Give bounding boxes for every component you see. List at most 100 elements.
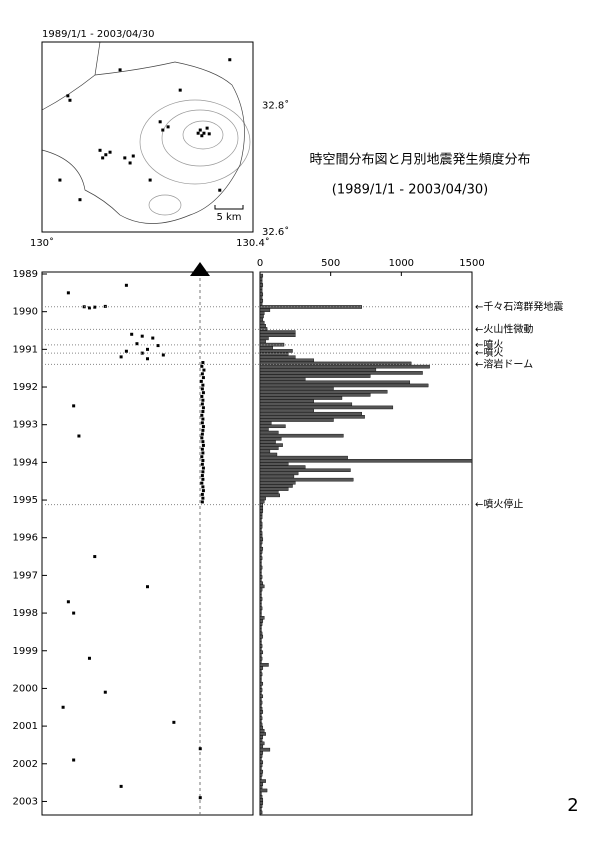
event bbox=[72, 404, 76, 408]
bar bbox=[259, 628, 262, 633]
bar bbox=[259, 659, 262, 664]
bar bbox=[259, 594, 262, 598]
x-tick-label: 130˚ bbox=[30, 237, 54, 249]
event bbox=[200, 447, 204, 451]
bar bbox=[259, 587, 263, 592]
bar bbox=[259, 725, 264, 730]
bar bbox=[259, 572, 262, 576]
bar bbox=[259, 782, 264, 786]
event bbox=[201, 477, 205, 481]
annotation: ←千々石湾群発地震 bbox=[475, 300, 563, 313]
bar bbox=[259, 317, 264, 322]
event bbox=[200, 500, 204, 504]
bar bbox=[259, 377, 306, 381]
epicenter bbox=[101, 156, 105, 160]
bar bbox=[259, 437, 282, 441]
bar bbox=[259, 606, 263, 611]
event bbox=[201, 451, 205, 455]
x-tick-label: 1500 bbox=[459, 258, 484, 269]
bar bbox=[259, 779, 266, 783]
bar bbox=[259, 703, 262, 708]
event bbox=[156, 344, 160, 348]
bar bbox=[259, 330, 296, 334]
bar bbox=[259, 311, 265, 316]
epicenter bbox=[78, 198, 82, 202]
map-date-range: 1989/1/1 - 2003/04/30 bbox=[42, 29, 155, 40]
bar bbox=[259, 496, 266, 501]
event bbox=[200, 394, 204, 398]
bar bbox=[259, 747, 271, 752]
event bbox=[172, 720, 176, 724]
bar bbox=[259, 493, 280, 498]
bar bbox=[259, 515, 263, 520]
bar bbox=[259, 537, 264, 542]
bar bbox=[259, 568, 262, 573]
bar bbox=[259, 788, 268, 793]
bar bbox=[259, 305, 362, 309]
bar bbox=[259, 581, 264, 586]
bar bbox=[259, 396, 343, 400]
event bbox=[119, 784, 123, 788]
year-label: 2001 bbox=[13, 721, 38, 732]
bar bbox=[259, 763, 263, 768]
bar bbox=[259, 521, 263, 526]
bar bbox=[259, 320, 265, 325]
bar bbox=[259, 697, 262, 702]
bar bbox=[259, 411, 362, 416]
bar bbox=[259, 716, 263, 721]
annotation: ←溶岩ドーム bbox=[475, 357, 533, 370]
bar bbox=[259, 487, 289, 491]
bar bbox=[259, 405, 394, 410]
bar bbox=[259, 553, 262, 557]
epicenter bbox=[118, 68, 122, 72]
event bbox=[140, 334, 144, 338]
epicenter bbox=[158, 120, 162, 124]
scale-bar bbox=[214, 205, 244, 210]
event bbox=[93, 555, 97, 559]
bar bbox=[259, 364, 430, 369]
epicenter bbox=[198, 128, 202, 132]
epicenter bbox=[205, 126, 209, 130]
year-label: 1994 bbox=[13, 457, 38, 468]
event bbox=[61, 705, 65, 709]
summit-marker bbox=[190, 262, 210, 276]
epicenter bbox=[228, 58, 232, 62]
bar bbox=[259, 565, 263, 570]
bar bbox=[259, 430, 279, 435]
bar bbox=[259, 644, 263, 648]
bar bbox=[259, 622, 263, 626]
epicenter bbox=[200, 134, 204, 138]
bar bbox=[259, 760, 264, 764]
bar bbox=[259, 289, 263, 294]
bar bbox=[259, 772, 263, 777]
event bbox=[201, 376, 205, 380]
event bbox=[66, 600, 70, 604]
bar bbox=[259, 465, 306, 469]
epicenter bbox=[148, 178, 152, 182]
year-label: 1992 bbox=[13, 382, 38, 393]
year-label: 1999 bbox=[13, 646, 38, 657]
bar bbox=[259, 506, 264, 510]
bar bbox=[259, 700, 263, 705]
bar bbox=[259, 393, 371, 397]
bar bbox=[259, 641, 262, 645]
event bbox=[130, 332, 134, 336]
bar bbox=[259, 656, 263, 661]
bar bbox=[259, 678, 262, 683]
bar bbox=[259, 625, 262, 629]
year-label: 1998 bbox=[13, 608, 38, 619]
bar bbox=[259, 399, 314, 403]
y-tick-label: 32.8˚ bbox=[262, 99, 289, 111]
bar bbox=[259, 346, 273, 350]
bar bbox=[259, 286, 263, 290]
event bbox=[198, 796, 202, 800]
bar bbox=[259, 534, 263, 538]
epicenter bbox=[123, 156, 127, 160]
bar bbox=[259, 675, 262, 680]
bar bbox=[259, 741, 265, 746]
bar bbox=[259, 575, 263, 579]
bar bbox=[259, 308, 271, 312]
x-tick-label: 1000 bbox=[389, 258, 414, 269]
bar bbox=[259, 481, 296, 485]
event bbox=[201, 391, 205, 395]
